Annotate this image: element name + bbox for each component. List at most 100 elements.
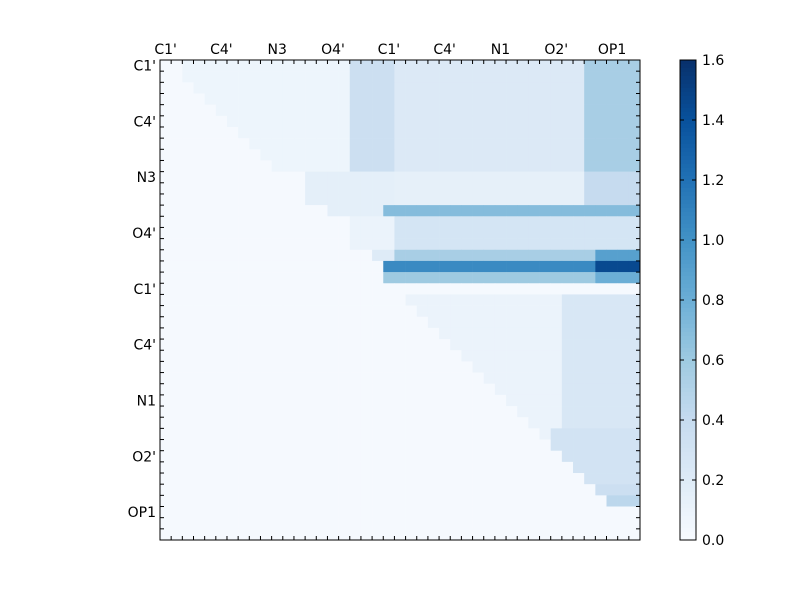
heatmap-cell [573,383,585,396]
heatmap-cell [360,238,373,251]
heatmap-cell [595,473,607,485]
heatmap-cell [595,93,607,105]
heatmap-cell [282,82,295,94]
heatmap-cell [226,417,239,429]
heatmap-cell [249,394,261,407]
heatmap-cell [539,528,551,541]
heatmap-cell [171,71,183,83]
heatmap-cell [628,82,641,94]
heatmap-cell [260,484,272,496]
heatmap-cell [282,495,295,507]
heatmap-cell [595,294,607,306]
heatmap-cell [171,350,183,362]
heatmap-cell [617,350,630,362]
heatmap-cell [293,506,306,518]
heatmap-cell [461,115,473,128]
heatmap-cell [606,171,618,184]
heatmap-cell [416,193,429,206]
heatmap-cell [226,227,239,239]
heatmap-cell [450,473,462,485]
heatmap-cell [595,82,607,94]
heatmap-cell [427,372,440,385]
heatmap-cell [182,60,194,72]
heatmap-cell [494,193,507,206]
heatmap-cell [260,461,272,474]
heatmap-cell [584,473,596,485]
heatmap-cell [305,316,317,329]
heatmap-cell [606,227,618,239]
heatmap-cell [472,93,485,105]
heatmap-cell [450,417,462,429]
heatmap-cell [293,126,306,139]
heatmap-cell [383,249,395,262]
heatmap-cell [584,506,596,518]
heatmap-cell [160,305,172,318]
heatmap-cell [617,428,630,440]
heatmap-cell [182,461,194,474]
heatmap-cell [439,473,451,485]
heatmap-cell [271,316,284,329]
heatmap-cell [573,171,585,184]
heatmap-cell [573,249,585,262]
heatmap-cell [394,138,406,150]
heatmap-cell [606,60,618,72]
heatmap-cell [394,205,406,217]
heatmap-cell [171,272,183,284]
heatmap-cell [628,182,641,195]
x-tick-label: OP1 [598,42,626,58]
heatmap-cell [517,495,529,507]
heatmap-cell [327,71,339,83]
heatmap-cell [461,339,473,351]
heatmap-cell [160,283,172,295]
heatmap-cell [405,406,418,418]
heatmap-cell [628,439,641,451]
colorbar-segment [680,344,696,349]
heatmap-cell [182,71,194,83]
heatmap-cell [383,238,395,251]
heatmap-cell [282,439,295,451]
heatmap-cell [439,205,451,217]
heatmap-cell [628,484,641,496]
heatmap-cell [327,138,339,150]
heatmap-cell [573,428,585,440]
heatmap-cell [193,517,205,530]
heatmap-cell [316,260,328,273]
heatmap-cell [372,350,384,362]
heatmap-cell [316,339,328,351]
heatmap-cell [483,305,496,318]
heatmap-cell [427,115,440,128]
heatmap-cell [271,193,284,206]
heatmap-cell [628,126,641,139]
heatmap-cell [238,327,250,340]
heatmap-cell [293,71,306,83]
heatmap-cell [383,372,395,385]
heatmap-cell [584,406,596,418]
heatmap-cell [182,439,194,451]
heatmap-cell [539,160,551,172]
colorbar-segment [680,260,696,265]
heatmap-cell [305,461,317,474]
colorbar-segment [680,340,696,345]
heatmap-cell [628,350,641,362]
heatmap-cell [394,428,406,440]
colorbar-segment [680,292,696,297]
heatmap-cell [528,473,540,485]
heatmap-cell [528,93,540,105]
heatmap-cell [461,216,473,228]
heatmap-cell [316,249,328,262]
heatmap-cell [539,60,551,72]
heatmap-cell [483,394,496,407]
colorbar-segment [680,528,696,533]
heatmap-cell [160,138,172,150]
heatmap-cell [550,115,563,128]
heatmap-cell [427,171,440,184]
heatmap-cell [472,238,485,251]
heatmap-cell [238,149,250,161]
heatmap-cell [405,216,418,228]
heatmap-cell [394,528,406,541]
heatmap-cell [494,93,507,105]
heatmap-cell [305,93,317,105]
heatmap-cell [182,517,194,530]
heatmap-cell [238,517,250,530]
heatmap-cell [494,528,507,541]
